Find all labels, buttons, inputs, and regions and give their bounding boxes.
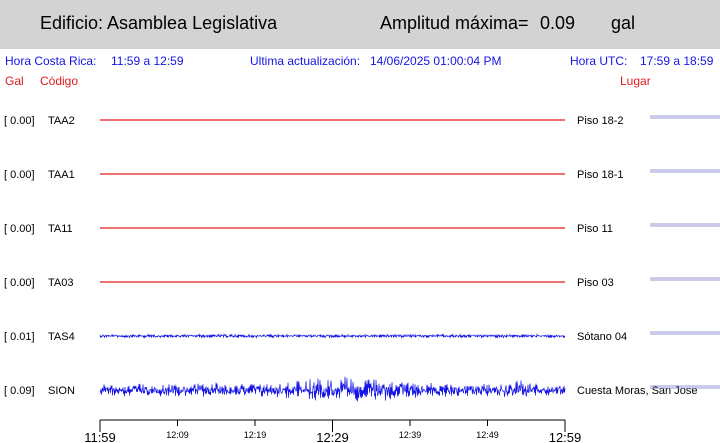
series-place-taa1: Piso 18-1 bbox=[577, 169, 623, 181]
utc-time-label: Hora UTC: bbox=[570, 54, 628, 68]
update-label: Ultima actualización: bbox=[250, 54, 361, 68]
x-minor-tick-label: 12:09 bbox=[166, 430, 189, 440]
amplitude-unit: gal bbox=[611, 13, 636, 33]
x-major-tick-label: 12:29 bbox=[316, 430, 349, 443]
series-place-taa2: Piso 18-2 bbox=[577, 115, 623, 127]
x-minor-tick-label: 12:49 bbox=[476, 430, 499, 440]
series-place-ta11: Piso 11 bbox=[577, 223, 613, 235]
place-column-header: Lugar bbox=[620, 74, 651, 88]
series-place-sion: Cuesta Moras, San Jose bbox=[577, 385, 697, 397]
series-gal-taa2: [ 0.00] bbox=[4, 115, 35, 127]
code-column-header: Código bbox=[40, 74, 79, 88]
series-code-ta03: TA03 bbox=[48, 277, 73, 289]
series-code-taa2: TAA2 bbox=[48, 115, 75, 127]
header-bar bbox=[0, 0, 720, 49]
series-gal-tas4: [ 0.01] bbox=[4, 331, 35, 343]
cr-time-label: Hora Costa Rica: bbox=[5, 54, 97, 68]
trace-tas4 bbox=[99, 333, 566, 339]
series-code-sion: SION bbox=[48, 385, 75, 397]
series-code-taa1: TAA1 bbox=[48, 169, 75, 181]
series-gal-ta03: [ 0.00] bbox=[4, 277, 35, 289]
amplitude-value: 0.09 bbox=[540, 13, 576, 33]
utc-time-range: 17:59 a 18:59 bbox=[640, 54, 714, 68]
amplitude-label: Amplitud máxima= bbox=[380, 13, 529, 33]
cr-time-range: 11:59 a 12:59 bbox=[111, 54, 184, 68]
series-code-ta11: TA11 bbox=[48, 223, 73, 235]
series-place-ta03: Piso 03 bbox=[577, 277, 614, 289]
series-place-tas4: Sótano 04 bbox=[577, 331, 627, 343]
x-major-tick-label: 11:59 bbox=[84, 430, 116, 443]
update-value: 14/06/2025 01:00:04 PM bbox=[370, 54, 502, 68]
x-major-tick-label: 12:59 bbox=[549, 430, 582, 443]
gal-column-header: Gal bbox=[5, 74, 24, 88]
x-minor-tick-label: 12:19 bbox=[244, 430, 267, 440]
x-minor-tick-label: 12:39 bbox=[399, 430, 422, 440]
series-code-tas4: TAS4 bbox=[48, 331, 75, 343]
trace-sion bbox=[99, 376, 566, 402]
series-gal-sion: [ 0.09] bbox=[4, 385, 35, 397]
series-gal-taa1: [ 0.00] bbox=[4, 169, 35, 181]
series-gal-ta11: [ 0.00] bbox=[4, 223, 35, 235]
building-title: Edificio: Asamblea Legislativa bbox=[40, 13, 278, 33]
